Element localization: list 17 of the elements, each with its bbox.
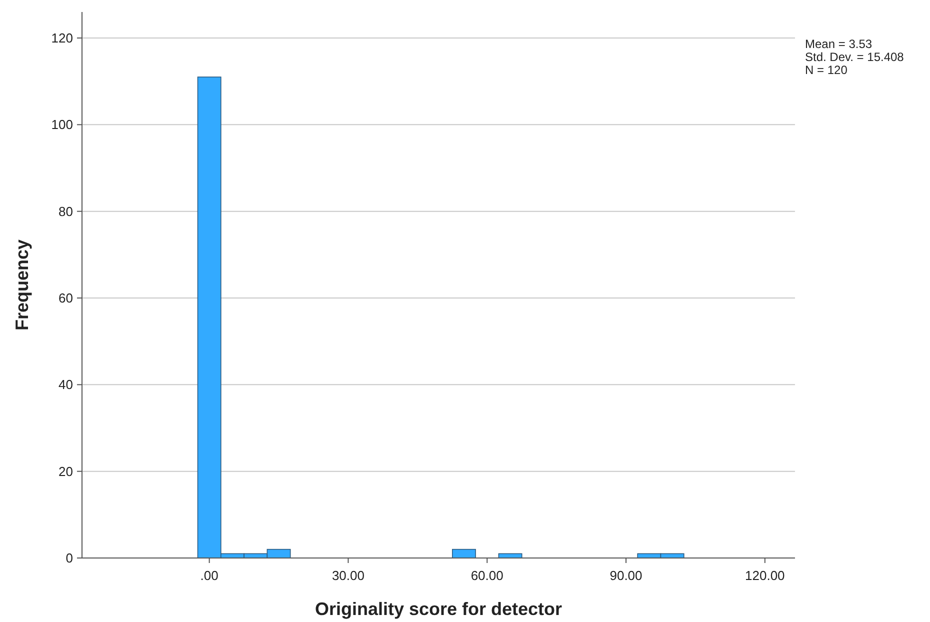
y-axis-title: Frequency xyxy=(12,239,32,331)
y-tick-label: 100 xyxy=(51,117,73,132)
x-tick-label: 90.00 xyxy=(610,568,642,583)
x-tick-label: 120.00 xyxy=(745,568,785,583)
y-tick-label: 20 xyxy=(58,464,73,479)
y-tick-label: 120 xyxy=(51,30,73,46)
text: N = 120 xyxy=(805,63,848,77)
text: Mean = 3.53 xyxy=(805,37,872,51)
text: Std. Dev. = 15.408 xyxy=(805,50,904,64)
y-tick-label: 60 xyxy=(58,290,73,306)
y-tick-label: 40 xyxy=(58,377,73,392)
x-tick-label: .00 xyxy=(200,568,218,583)
x-axis-title: Originality score for detector xyxy=(314,599,562,619)
y-tick-label: 80 xyxy=(58,204,73,219)
y-tick-label: 0 xyxy=(66,550,73,566)
x-tick-label: 60.00 xyxy=(470,568,504,583)
x-tick-label: 30.00 xyxy=(332,568,364,583)
